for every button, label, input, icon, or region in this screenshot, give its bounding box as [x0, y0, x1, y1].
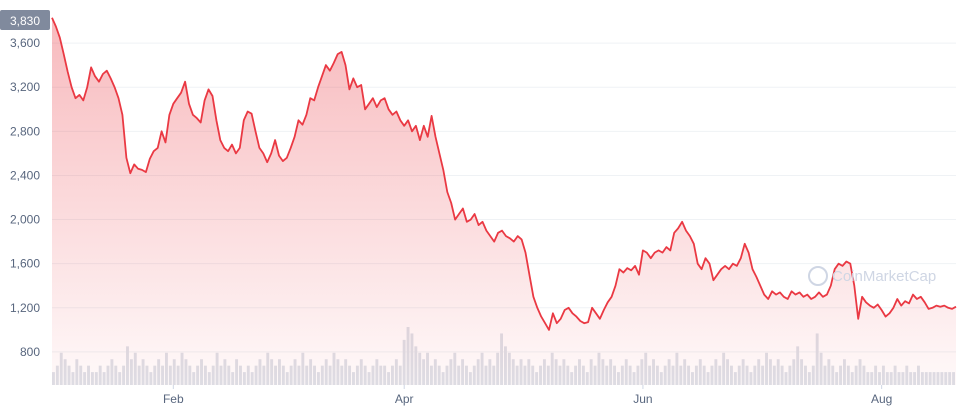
y-tick-label: 3,600 — [10, 36, 40, 50]
y-tick-label: 2,800 — [10, 124, 40, 138]
current-price-label: 3,830 — [10, 14, 40, 28]
y-tick-label: 2,000 — [10, 213, 40, 227]
price-area — [52, 17, 956, 385]
x-axis-ticks: FebAprJunAugOct2 — [163, 385, 892, 406]
y-tick-label: 1,600 — [10, 257, 40, 271]
y-tick-label: 2,400 — [10, 168, 40, 182]
y-tick-label: 3,200 — [10, 80, 40, 94]
watermark-text: CoinMarketCap — [832, 268, 936, 285]
coinmarketcap-logo-icon — [808, 266, 828, 286]
x-tick-label: Jun — [633, 392, 652, 406]
x-tick-label: Feb — [163, 392, 184, 406]
y-tick-label: 800 — [20, 345, 40, 359]
x-tick-label: Aug — [871, 392, 892, 406]
watermark: CoinMarketCap — [808, 266, 936, 286]
y-tick-label: 1,200 — [10, 301, 40, 315]
y-axis-ticks: 800 1,200 1,600 2,000 2,400 2,800 3,200 3,600 — [10, 36, 40, 359]
x-tick-label: Apr — [395, 392, 414, 406]
current-price-badge: 3,830 — [0, 10, 50, 30]
price-line — [51, 17, 957, 331]
